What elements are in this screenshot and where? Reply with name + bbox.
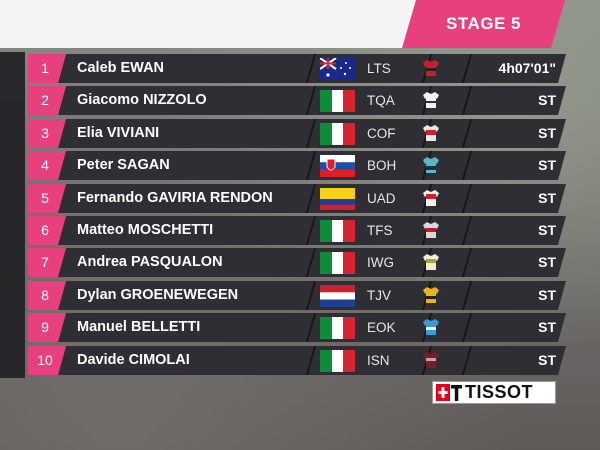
rider-name: Peter SAGAN bbox=[77, 157, 170, 173]
flag bbox=[320, 317, 355, 339]
jersey-icon bbox=[423, 190, 439, 206]
row-body bbox=[58, 216, 566, 245]
row-body bbox=[58, 151, 566, 180]
rider-name: Davide CIMOLAI bbox=[77, 352, 190, 368]
flag bbox=[320, 220, 355, 242]
team-code: BOH bbox=[367, 158, 397, 173]
time: ST bbox=[538, 190, 556, 206]
time: ST bbox=[538, 125, 556, 141]
jersey-icon bbox=[423, 60, 439, 76]
team-code: ISN bbox=[367, 353, 390, 368]
rider-name: Dylan GROENEWEGEN bbox=[77, 287, 239, 303]
stage-title: STAGE 5 bbox=[402, 0, 565, 48]
rider-name: Elia VIVIANI bbox=[77, 125, 160, 141]
time: 4h07'01" bbox=[498, 60, 556, 76]
result-row: 8 Dylan GROENEWEGEN TJV ST bbox=[28, 281, 566, 310]
result-row: 6 Matteo MOSCHETTI TFS ST bbox=[28, 216, 566, 245]
row-body bbox=[58, 313, 566, 342]
top-band bbox=[0, 0, 420, 48]
flag bbox=[320, 58, 355, 80]
result-row: 4 Peter SAGAN BOH ST bbox=[28, 151, 566, 180]
row-body bbox=[58, 346, 566, 375]
rider-name: Giacomo NIZZOLO bbox=[77, 92, 207, 108]
jersey-icon bbox=[423, 222, 439, 238]
rider-name: Fernando GAVIRIA RENDON bbox=[77, 190, 273, 206]
time: ST bbox=[538, 319, 556, 335]
team-code: LTS bbox=[367, 61, 391, 76]
team-code: IWG bbox=[367, 255, 394, 270]
left-strip bbox=[0, 52, 25, 378]
logo-icon bbox=[436, 384, 462, 401]
rider-name: Manuel BELLETTI bbox=[77, 319, 201, 335]
jersey-icon bbox=[423, 319, 439, 335]
flag bbox=[320, 90, 355, 112]
result-row: 1 Caleb EWAN LTS 4h07'01" bbox=[28, 54, 566, 83]
logo-text: TISSOT bbox=[465, 382, 534, 402]
result-row: 10 Davide CIMOLAI ISN ST bbox=[28, 346, 566, 375]
jersey-icon bbox=[423, 254, 439, 270]
result-row: 7 Andrea PASQUALON IWG ST bbox=[28, 248, 566, 277]
time: ST bbox=[538, 254, 556, 270]
team-code: COF bbox=[367, 126, 396, 141]
flag bbox=[320, 188, 355, 210]
time: ST bbox=[538, 157, 556, 173]
jersey-icon bbox=[423, 352, 439, 368]
team-code: TJV bbox=[367, 288, 392, 303]
row-body bbox=[58, 54, 566, 83]
rider-name: Caleb EWAN bbox=[77, 60, 165, 76]
time: ST bbox=[538, 222, 556, 238]
team-code: UAD bbox=[367, 191, 396, 206]
team-code: TFS bbox=[367, 223, 393, 238]
result-row: 5 Fernando GAVIRIA RENDON UAD ST bbox=[28, 184, 566, 213]
flag bbox=[320, 350, 355, 372]
time: ST bbox=[538, 287, 556, 303]
sponsor-logo: TISSOT bbox=[432, 381, 556, 404]
rider-name: Andrea PASQUALON bbox=[77, 254, 223, 270]
result-row: 9 Manuel BELLETTI EOK ST bbox=[28, 313, 566, 342]
jersey-icon bbox=[423, 125, 439, 141]
rider-name: Matteo MOSCHETTI bbox=[77, 222, 214, 238]
flag bbox=[320, 252, 355, 274]
row-body bbox=[58, 281, 566, 310]
result-row: 3 Elia VIVIANI COF ST bbox=[28, 119, 566, 148]
row-body bbox=[58, 248, 566, 277]
flag bbox=[320, 155, 355, 177]
jersey-icon bbox=[423, 287, 439, 303]
jersey-icon bbox=[423, 92, 439, 108]
team-code: EOK bbox=[367, 320, 396, 335]
row-body bbox=[58, 119, 566, 148]
flag bbox=[320, 285, 355, 307]
row-body bbox=[58, 184, 566, 213]
time: ST bbox=[538, 352, 556, 368]
row-body bbox=[58, 86, 566, 115]
flag bbox=[320, 123, 355, 145]
jersey-icon bbox=[423, 157, 439, 173]
team-code: TQA bbox=[367, 93, 395, 108]
time: ST bbox=[538, 92, 556, 108]
result-row: 2 Giacomo NIZZOLO TQA ST bbox=[28, 86, 566, 115]
